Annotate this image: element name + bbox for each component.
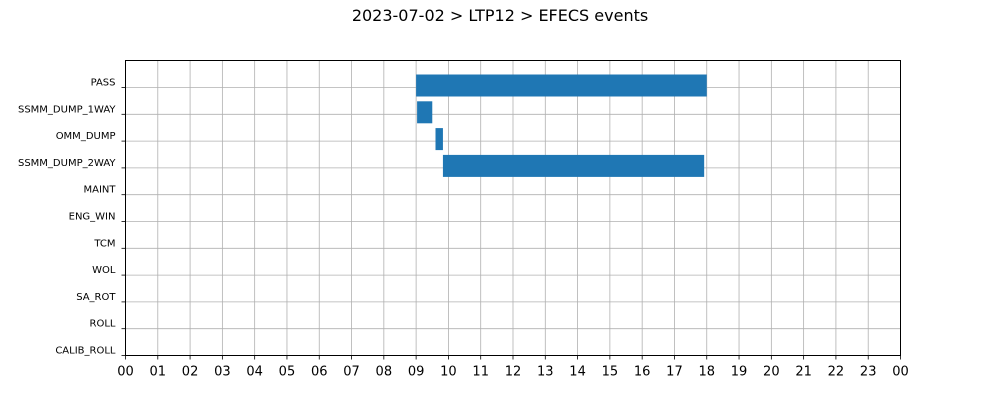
event-bar	[417, 101, 433, 124]
x-tick-label: 20	[763, 365, 780, 380]
x-tick-label: 03	[214, 365, 231, 380]
x-tick-label: 04	[246, 365, 263, 380]
y-tick-label: PASS	[91, 78, 116, 89]
x-tick-label: 17	[666, 365, 683, 380]
y-tick-label: TCM	[93, 238, 115, 249]
x-tick-label: 05	[279, 365, 296, 380]
grid-lines	[125, 60, 901, 356]
y-tick-label: WOL	[92, 265, 116, 276]
x-tick-label: 09	[408, 365, 425, 380]
y-tick-label: ROLL	[90, 319, 116, 330]
y-axis: PASS SSMM_DUMP_1WAY OMM_DUMP SSMM_DUMP_2WAY…	[18, 78, 126, 357]
x-tick-label: 10	[440, 365, 457, 380]
x-tick-label: 06	[311, 365, 328, 380]
x-tick-label: 00	[892, 365, 909, 380]
x-tick-label: 13	[537, 365, 554, 380]
y-tick-label: ENG_WIN	[69, 212, 116, 223]
x-tick-label: 18	[698, 365, 715, 380]
x-tick-label: 15	[602, 365, 619, 380]
event-bars	[416, 74, 707, 177]
y-tick-label: OMM_DUMP	[56, 131, 116, 142]
y-tick-label: MAINT	[83, 185, 116, 196]
x-tick-label: 21	[795, 365, 812, 380]
event-bar	[435, 128, 443, 151]
y-tick-label: CALIB_ROLL	[55, 346, 116, 357]
y-tick-label: SSMM_DUMP_1WAY	[18, 104, 116, 115]
y-tick-label: SA_ROT	[76, 292, 116, 303]
x-tick-label: 23	[860, 365, 877, 380]
x-tick-label: 11	[472, 365, 489, 380]
x-tick-label: 22	[828, 365, 845, 380]
x-tick-label: 08	[376, 365, 393, 380]
x-tick-label: 12	[505, 365, 522, 380]
event-bar	[442, 154, 705, 177]
event-bar	[416, 74, 707, 97]
chart-title: 2023-07-02 > LTP12 > EFECS events	[351, 6, 649, 25]
x-tick-label: 14	[569, 365, 586, 380]
x-tick-label: 07	[343, 365, 360, 380]
x-tick-label: 01	[150, 365, 167, 380]
x-tick-label: 19	[731, 365, 748, 380]
x-tick-label: 16	[634, 365, 651, 380]
x-tick-label: 02	[182, 365, 199, 380]
x-tick-label: 00	[117, 365, 134, 380]
y-tick-label: SSMM_DUMP_2WAY	[18, 158, 116, 169]
x-axis: 00 01 02 03 04 05 06 07 08 09 10 11 12 13 14 15 16 17 18 19…	[117, 355, 909, 380]
